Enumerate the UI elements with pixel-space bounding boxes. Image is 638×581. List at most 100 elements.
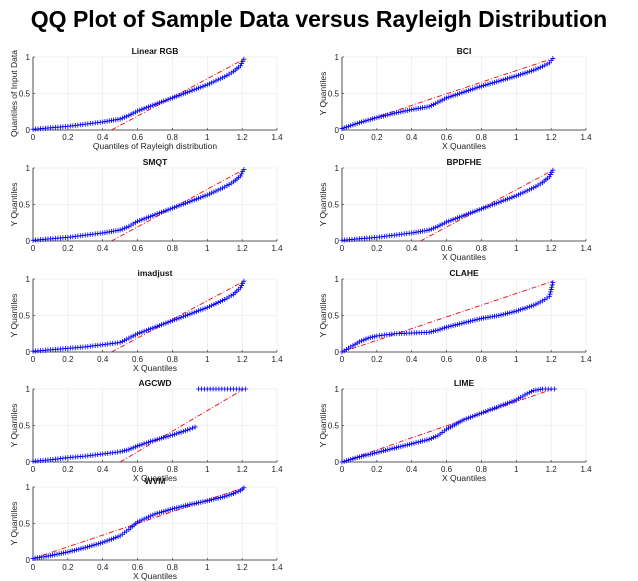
data-marker [450,93,456,99]
data-marker [468,414,474,420]
y-tick-label: 0.5 [19,312,31,321]
x-tick-label: 0.2 [371,244,383,253]
x-tick-label: 0 [340,133,345,142]
data-marker [159,435,165,441]
data-marker [240,169,246,175]
data-marker [106,537,112,543]
data-marker [431,435,436,441]
data-marker [343,458,349,464]
data-marker [228,180,234,186]
data-marker [533,301,539,307]
data-marker [474,85,480,91]
data-marker [139,106,145,112]
data-marker [180,201,186,207]
data-marker [547,291,553,297]
data-marker [513,397,519,403]
x-tick-label: 0 [340,355,345,364]
data-marker [240,58,246,64]
x-tick-label: 0 [31,244,36,253]
data-marker [61,550,66,556]
data-marker [372,450,378,456]
data-marker [549,284,555,290]
data-marker [502,401,508,407]
data-marker [346,123,352,129]
data-marker [470,209,476,215]
data-marker [163,508,169,514]
data-marker [80,545,86,551]
data-marker [483,408,489,414]
data-marker [372,115,378,121]
x-axis-label: X Quantiles [133,571,177,581]
data-marker [189,87,195,93]
data-marker [174,316,180,322]
data-marker [217,76,223,82]
data-marker [152,511,158,517]
data-marker [180,91,186,97]
data-marker [220,75,226,81]
x-tick-label: 0 [340,244,345,253]
y-tick-label: 0 [335,237,340,246]
data-marker [492,405,497,411]
data-marker [548,289,554,295]
data-marker [448,217,454,223]
data-marker [433,224,439,230]
data-marker [529,389,535,395]
x-axis-label: X Quantiles [442,473,486,483]
data-marker [376,114,382,120]
data-marker [145,327,151,333]
data-marker [509,309,515,315]
data-marker [93,541,99,547]
data-marker [350,122,356,128]
data-marker [433,434,439,440]
qq-panel-4: 0 0.2 0.4 0.6 0.8 1 1.2 1.4 0 0.5 1 imadjust X Quant… [9,268,283,373]
y-tick-label: 1 [335,164,340,173]
data-marker [89,543,95,549]
data-marker [407,441,413,447]
data-marker [206,81,212,87]
data-marker [526,187,532,193]
data-marker [393,445,399,451]
data-marker [361,453,367,459]
x-tick-label: 1 [514,244,519,253]
qq-panel-1: 0 0.2 0.4 0.6 0.8 1 1.2 1.4 0 0.5 1 BCI X Quantiles Y… [318,46,592,151]
data-marker [137,107,143,113]
data-marker [511,194,517,200]
reference-line [32,487,245,559]
data-marker [148,213,154,219]
data-marker [180,503,186,509]
data-marker [128,111,134,117]
data-marker [141,441,147,447]
x-tick-label: 0.2 [62,563,74,572]
data-marker [213,496,219,502]
data-marker [396,109,402,115]
data-marker [100,539,106,545]
y-tick-label: 1 [26,275,31,284]
x-tick-label: 0.8 [476,355,488,364]
data-marker [141,106,147,112]
data-marker [431,225,436,231]
data-marker [167,318,173,324]
data-marker [143,327,149,333]
data-marker [198,307,204,313]
data-marker [139,441,145,447]
data-marker [500,198,506,204]
data-marker [200,499,206,505]
data-marker [500,402,506,408]
data-marker [494,79,500,85]
data-marker [124,224,130,230]
data-marker [400,443,406,449]
data-marker [187,502,193,508]
data-marker [228,293,234,299]
data-marker [367,335,373,341]
data-marker [370,334,375,340]
data-marker [474,412,480,418]
data-marker [518,191,524,197]
data-marker [424,437,430,443]
y-axis-label: Quantiles of Input Data [9,50,19,137]
data-marker [474,317,480,323]
y-tick-label: 0 [335,126,340,135]
data-marker [448,93,454,99]
data-marker [537,299,543,305]
x-tick-label: 1.4 [580,133,592,142]
data-marker [526,304,532,310]
